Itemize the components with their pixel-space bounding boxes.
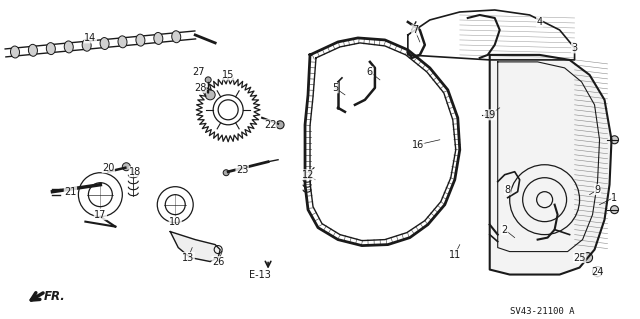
Text: 16: 16 — [412, 140, 424, 150]
Polygon shape — [490, 55, 611, 275]
Text: 9: 9 — [595, 185, 600, 195]
Ellipse shape — [136, 34, 145, 46]
Text: 17: 17 — [94, 210, 106, 220]
Circle shape — [223, 170, 229, 176]
Text: 13: 13 — [182, 253, 195, 263]
Text: 15: 15 — [222, 70, 234, 80]
Circle shape — [611, 136, 618, 144]
Polygon shape — [170, 232, 220, 262]
Circle shape — [582, 253, 593, 263]
Text: 20: 20 — [102, 163, 115, 173]
Text: E-13: E-13 — [249, 270, 271, 279]
Ellipse shape — [82, 39, 91, 51]
Text: 26: 26 — [212, 256, 225, 267]
Text: 24: 24 — [591, 267, 604, 277]
Ellipse shape — [64, 41, 73, 53]
Ellipse shape — [100, 38, 109, 49]
Text: 27: 27 — [192, 67, 204, 77]
Circle shape — [205, 90, 215, 100]
Text: 11: 11 — [449, 249, 461, 260]
Ellipse shape — [28, 44, 37, 56]
Ellipse shape — [10, 46, 19, 58]
Text: FR.: FR. — [44, 290, 65, 303]
Ellipse shape — [118, 36, 127, 48]
Text: 21: 21 — [64, 187, 77, 197]
Text: 10: 10 — [169, 217, 181, 226]
Text: 19: 19 — [484, 110, 496, 120]
Text: 7: 7 — [412, 25, 418, 35]
Text: 28: 28 — [194, 83, 206, 93]
Text: 22: 22 — [264, 120, 276, 130]
Text: 14: 14 — [84, 33, 97, 43]
Circle shape — [122, 163, 131, 171]
Circle shape — [486, 111, 493, 119]
Circle shape — [205, 77, 211, 83]
Text: 1: 1 — [611, 193, 618, 203]
Ellipse shape — [172, 31, 180, 43]
Text: 12: 12 — [302, 170, 314, 180]
Text: 8: 8 — [504, 185, 511, 195]
Ellipse shape — [46, 43, 55, 55]
Text: 6: 6 — [367, 67, 373, 77]
Circle shape — [611, 206, 618, 214]
Text: 5: 5 — [332, 83, 338, 93]
Text: 2: 2 — [502, 225, 508, 234]
Text: SV43-21100 A: SV43-21100 A — [509, 308, 574, 316]
Text: 4: 4 — [536, 17, 543, 27]
Ellipse shape — [154, 33, 163, 44]
Text: 23: 23 — [236, 165, 248, 175]
Text: 18: 18 — [129, 167, 141, 177]
Text: 25: 25 — [573, 253, 586, 263]
Text: 3: 3 — [572, 43, 578, 53]
Circle shape — [276, 121, 284, 129]
